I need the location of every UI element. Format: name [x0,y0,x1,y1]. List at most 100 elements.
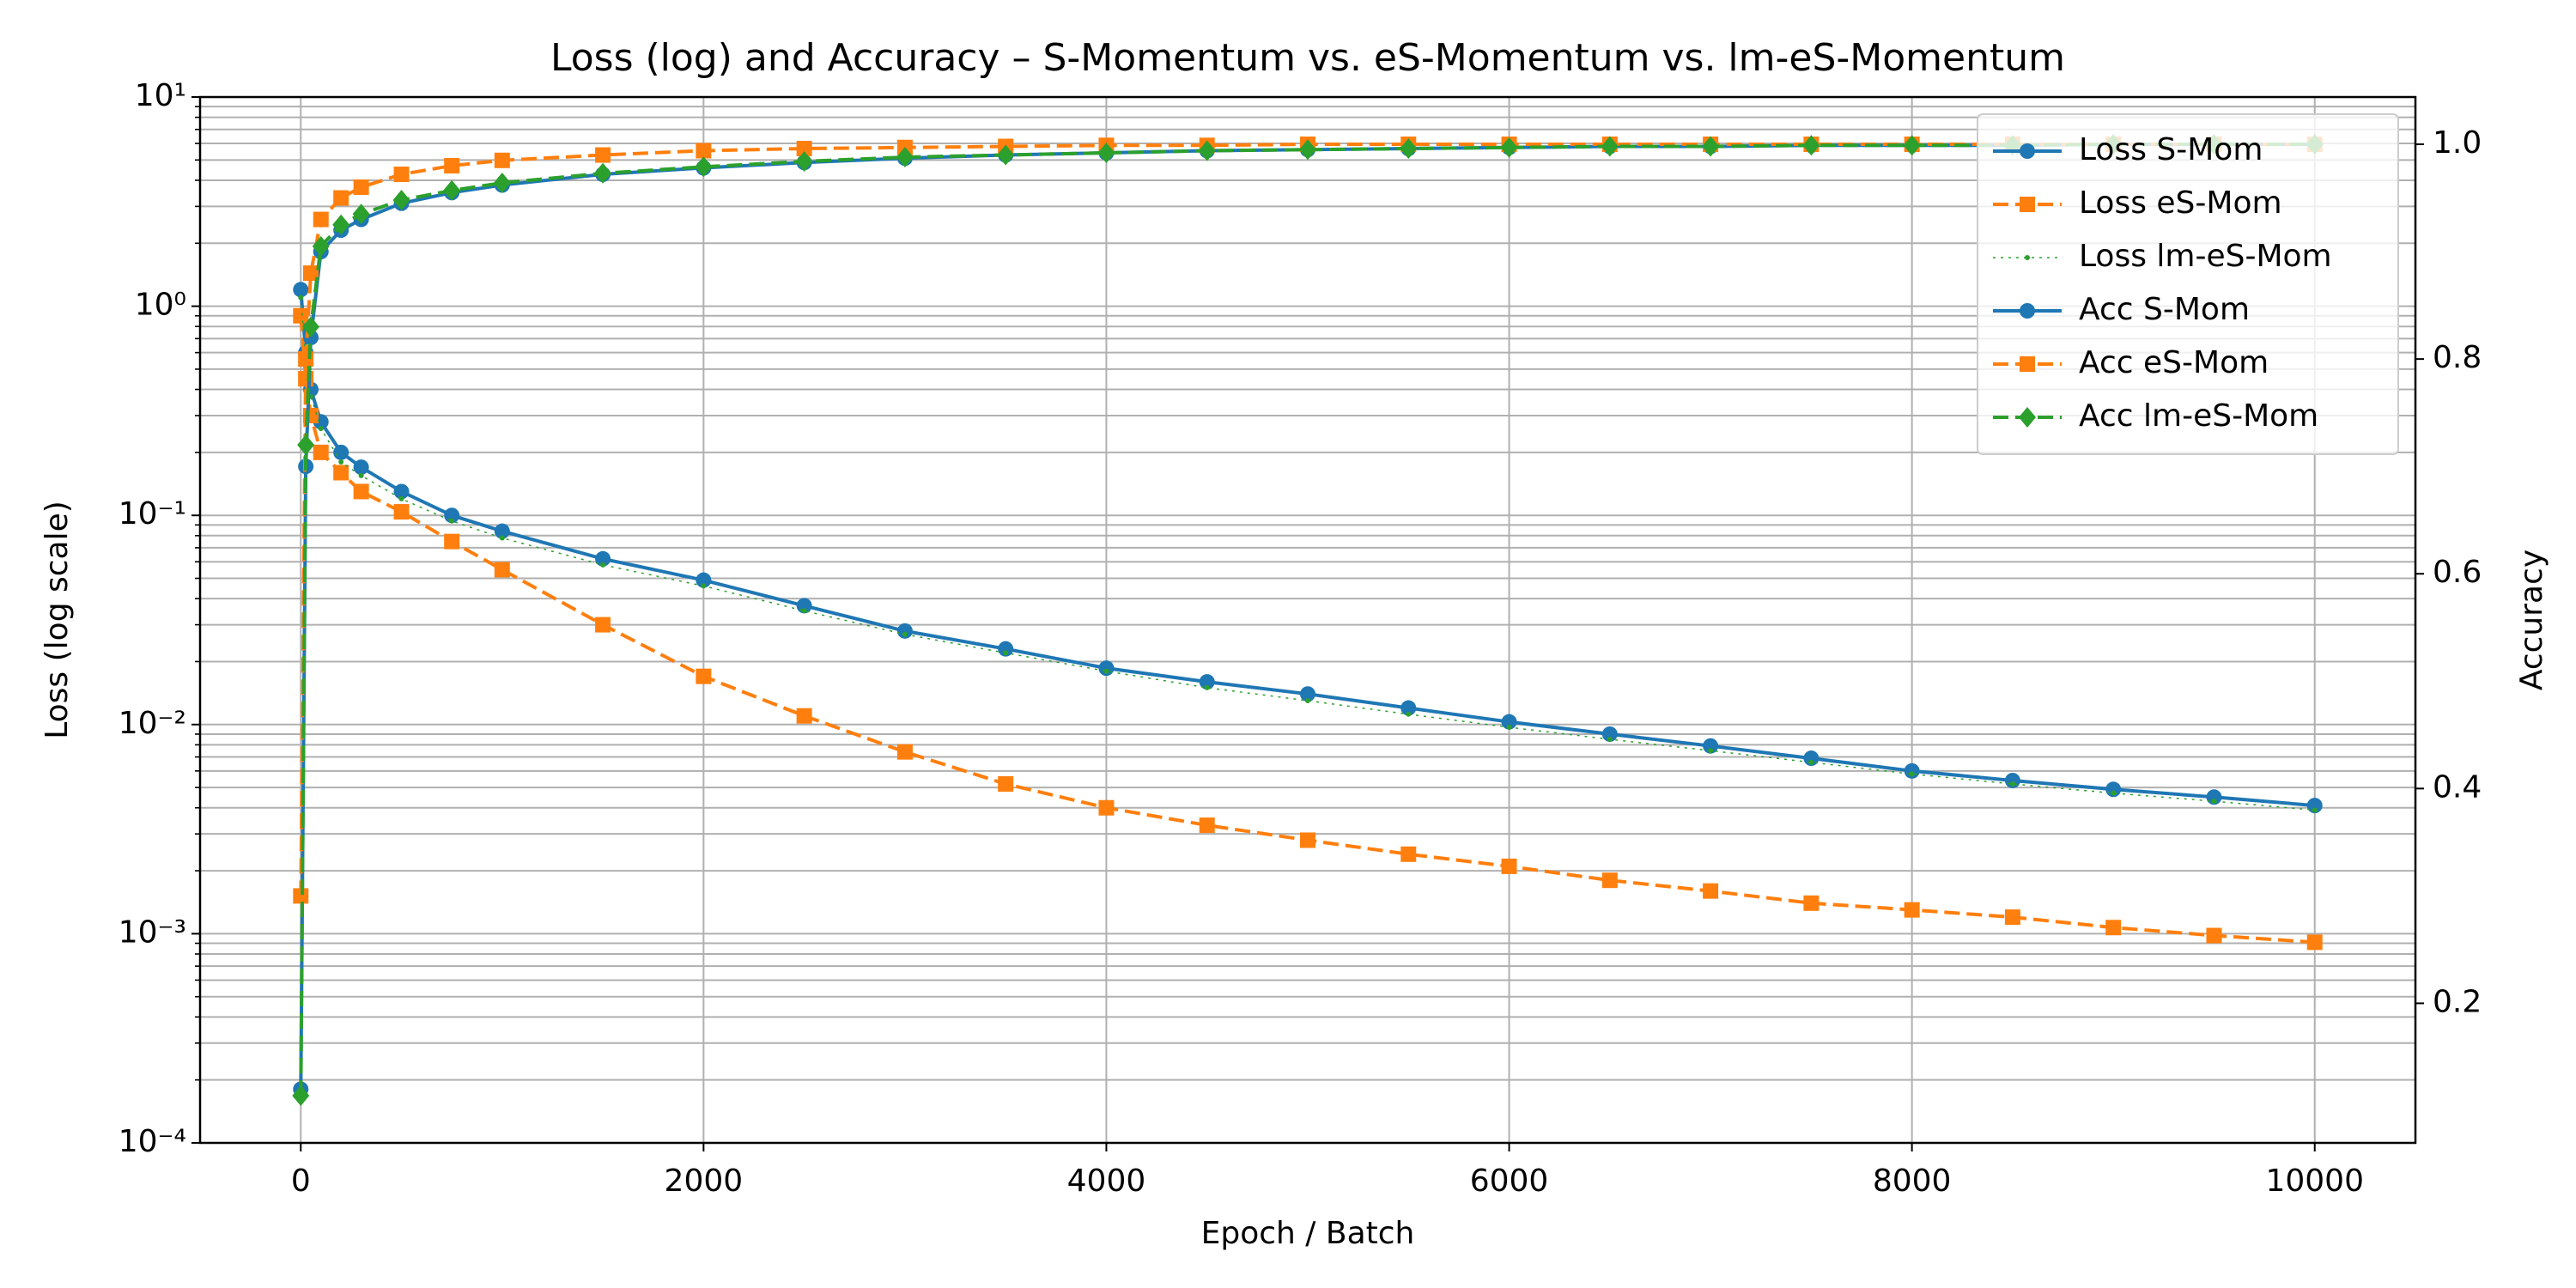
marker [2020,356,2035,372]
marker [2306,798,2323,814]
marker [393,167,410,183]
marker [1400,846,1417,862]
legend: Loss S-Mom Loss eS-Mom Loss lm-eS-Mom Acc S… [1977,113,2399,455]
marker [1305,698,1310,704]
marker [1506,725,1512,731]
marker [1904,902,1920,918]
legend-label: Loss lm-eS-Mom [2079,239,2332,274]
marker [313,444,329,460]
marker [1300,832,1315,848]
marker [293,888,309,904]
marker [696,668,712,684]
y2-tick-label: 0.6 [2433,555,2482,590]
marker [2312,807,2318,813]
y2-axis-label: Accuracy [2514,550,2549,690]
x-tick-label: 4000 [1067,1163,1146,1199]
marker [2306,934,2323,951]
marker [595,147,611,163]
marker [1501,858,1517,874]
marker [1808,759,1814,765]
marker [313,211,329,228]
marker [332,214,350,235]
plot-frame [198,95,2417,1145]
marker [1601,136,1619,157]
y-tick-label: 10¹ [135,78,186,113]
marker [902,631,908,637]
marker [1803,895,1820,911]
marker [1703,738,1719,754]
marker [297,434,315,456]
marker [303,265,319,282]
marker [1198,140,1216,161]
marker [701,583,707,589]
marker [1097,143,1115,164]
x-tick-label: 0 [291,1163,311,1199]
marker [1802,135,1820,156]
marker [2009,781,2015,787]
marker [494,562,510,578]
marker [896,623,913,639]
x-tick-label: 10000 [2265,1163,2364,1199]
marker [1708,748,1714,754]
marker [1601,872,1618,889]
marker [333,465,349,481]
marker [2206,927,2222,944]
x-tick-label: 6000 [1470,1163,1549,1199]
marker [600,562,606,568]
marker [393,504,410,520]
legend-label: Loss eS-Mom [2079,185,2282,221]
marker [2004,909,2020,926]
legend-label: Acc S-Mom [2079,292,2250,327]
marker [1098,799,1115,816]
marker [2211,799,2217,805]
y-tick-label: 10⁻¹ [118,496,186,532]
marker [298,295,304,301]
marker [338,459,344,465]
marker [318,426,324,432]
marker [444,533,460,550]
marker [353,179,369,196]
legend-label: Acc lm-eS-Mom [2079,398,2318,434]
marker [801,608,807,614]
marker [1003,650,1009,656]
marker [998,641,1014,657]
marker [2020,303,2035,319]
marker [594,162,612,184]
marker [1607,736,1613,742]
marker [353,459,369,476]
y-tick-label: 10⁻⁴ [118,1124,186,1159]
marker [2111,790,2117,796]
marker [443,179,461,201]
marker [1601,726,1618,742]
marker [494,523,510,539]
marker [444,158,460,174]
y-tick-label: 10⁻³ [118,914,186,950]
marker [1406,711,1412,717]
marker [392,190,410,211]
marker [393,483,410,500]
y2-tick-label: 0.2 [2433,984,2482,1019]
series [298,295,2318,813]
marker [2105,920,2122,936]
marker [1500,137,1518,158]
marker [2019,407,2036,428]
marker [595,617,611,633]
legend-label: Acc eS-Mom [2079,345,2269,380]
marker [493,173,511,194]
marker [2206,789,2222,805]
marker [1204,684,1210,690]
y2-tick-label: 0.4 [2433,769,2482,805]
marker [896,147,914,168]
marker [333,444,349,460]
marker [796,141,812,157]
x-tick-label: 8000 [1873,1163,1952,1199]
marker [1903,135,1921,156]
marker [1103,668,1109,674]
marker [292,1084,310,1106]
marker [358,472,364,478]
marker [1702,136,1720,157]
marker [333,190,349,206]
y2-tick-label: 0.8 [2433,340,2482,375]
marker [302,316,319,337]
